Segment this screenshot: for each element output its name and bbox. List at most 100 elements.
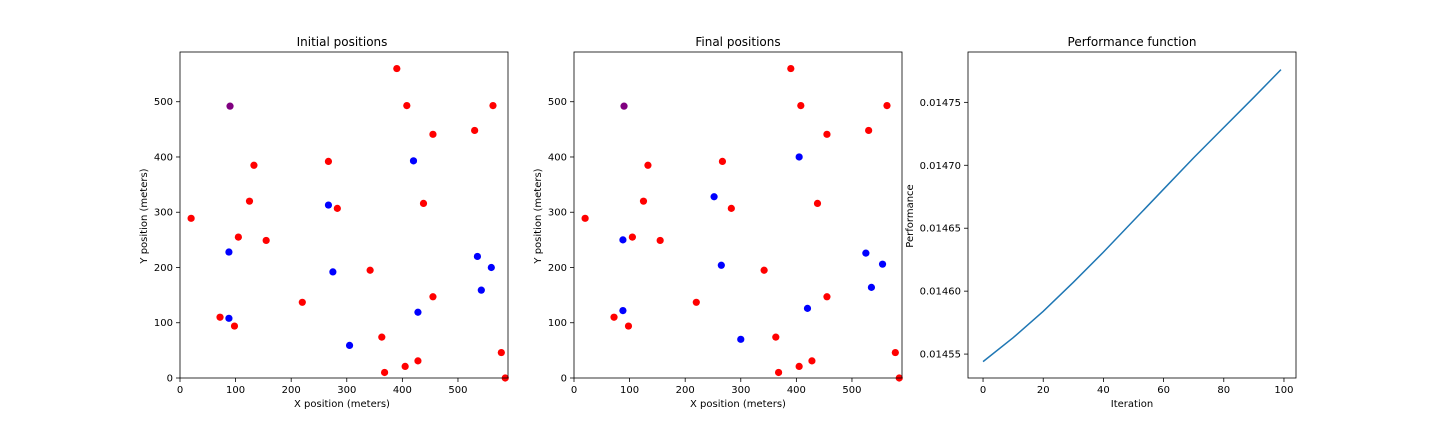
ticks: 0 20 40 60 80 100 0.01455 0.01460 0.01465 0.01470… <box>920 98 1294 396</box>
chart-title: Initial positions <box>297 35 388 49</box>
ticks: 0 100 200 300 400 500 0 100 200 300 400 500 <box>154 97 468 396</box>
x-tick-label: 100 <box>1274 385 1293 396</box>
data-point <box>403 101 411 110</box>
data-point <box>497 348 505 357</box>
data-point <box>324 201 333 209</box>
data-point <box>803 304 812 312</box>
x-tick-label: 500 <box>448 385 467 396</box>
data-point <box>380 368 389 377</box>
data-point <box>644 161 652 169</box>
data-point <box>216 313 224 321</box>
chart-title: Final positions <box>695 35 780 49</box>
x-axis-label: X position (meters) <box>294 399 390 410</box>
y-tick-label: 100 <box>154 318 173 329</box>
performance-function-chart: Performance function Iteration Performan… <box>905 35 1297 410</box>
data-point <box>718 157 727 166</box>
data-point <box>225 314 233 322</box>
x-tick-label: 0 <box>177 385 183 396</box>
x-axis-label: Iteration <box>1111 399 1153 410</box>
y-tick-label: 300 <box>548 208 567 219</box>
x-tick-label: 400 <box>393 385 412 396</box>
y-axis-label: Y position (meters) <box>533 168 544 264</box>
x-tick-label: 200 <box>282 385 301 396</box>
data-point <box>787 64 795 73</box>
data-point <box>795 362 803 370</box>
data-point <box>717 261 725 269</box>
x-tick-label: 400 <box>787 385 806 396</box>
x-tick-label: 0 <box>571 385 577 396</box>
x-tick-label: 300 <box>337 385 356 396</box>
data-point <box>262 236 270 245</box>
x-tick-label: 100 <box>226 385 245 396</box>
data-point <box>823 293 831 301</box>
y-tick-label: 100 <box>548 318 567 329</box>
y-tick-label: 300 <box>154 208 173 219</box>
data-point <box>774 368 783 377</box>
data-point <box>414 357 422 365</box>
data-point <box>329 268 337 276</box>
y-tick-label: 500 <box>154 97 173 108</box>
data-point <box>187 214 195 222</box>
data-point <box>737 335 745 343</box>
data-point <box>333 204 341 212</box>
data-point <box>473 252 482 261</box>
data-point <box>891 348 899 357</box>
data-point <box>823 130 831 138</box>
data-points <box>187 64 509 382</box>
data-point <box>225 248 233 256</box>
data-point <box>226 102 234 110</box>
x-tick-label: 60 <box>1157 385 1170 396</box>
x-tick-label: 200 <box>676 385 695 396</box>
x-tick-label: 0 <box>980 385 986 396</box>
data-point <box>656 236 664 245</box>
y-tick-label: 400 <box>154 152 173 163</box>
data-point <box>393 64 401 73</box>
data-point <box>487 263 495 272</box>
data-point <box>795 153 803 161</box>
data-point <box>250 161 258 169</box>
data-point <box>862 249 870 257</box>
plot-frame <box>573 51 903 379</box>
x-tick-label: 20 <box>1037 385 1050 396</box>
x-tick-label: 80 <box>1217 385 1230 396</box>
y-tick-label: 0.01465 <box>920 224 961 235</box>
data-point <box>477 286 485 294</box>
data-point <box>628 233 636 241</box>
x-axis-label: X position (meters) <box>690 399 786 410</box>
data-point <box>808 357 816 365</box>
y-tick-label: 500 <box>548 97 567 108</box>
y-tick-label: 200 <box>154 263 173 274</box>
x-tick-label: 300 <box>731 385 750 396</box>
y-axis-label: Performance <box>905 184 916 247</box>
y-axis-label: Y position (meters) <box>139 168 150 264</box>
data-point <box>489 101 497 110</box>
data-point <box>867 283 876 291</box>
plot-frame <box>179 51 509 379</box>
data-point <box>772 333 780 341</box>
data-point <box>298 298 306 306</box>
y-tick-label: 0.01455 <box>920 350 961 361</box>
data-point <box>620 102 628 110</box>
data-point <box>409 157 418 165</box>
x-tick-label: 100 <box>620 385 639 396</box>
final-positions-chart: Final positions X position (meters) Y po… <box>533 35 903 410</box>
data-line <box>982 69 1282 363</box>
data-point <box>230 322 239 330</box>
data-point <box>429 293 437 301</box>
y-tick-label: 0.01475 <box>920 98 961 109</box>
chart-title: Performance function <box>1068 35 1197 49</box>
data-point <box>619 306 627 315</box>
data-point <box>813 199 822 207</box>
data-point <box>401 362 409 370</box>
y-tick-label: 0 <box>561 374 567 385</box>
y-tick-label: 0 <box>167 374 173 385</box>
data-point <box>234 233 242 241</box>
data-point <box>419 199 428 207</box>
data-point <box>710 193 718 201</box>
y-tick-label: 0.01460 <box>920 287 961 298</box>
data-point <box>797 101 805 110</box>
data-point <box>610 313 618 321</box>
data-point <box>324 157 333 166</box>
data-point <box>619 236 627 244</box>
